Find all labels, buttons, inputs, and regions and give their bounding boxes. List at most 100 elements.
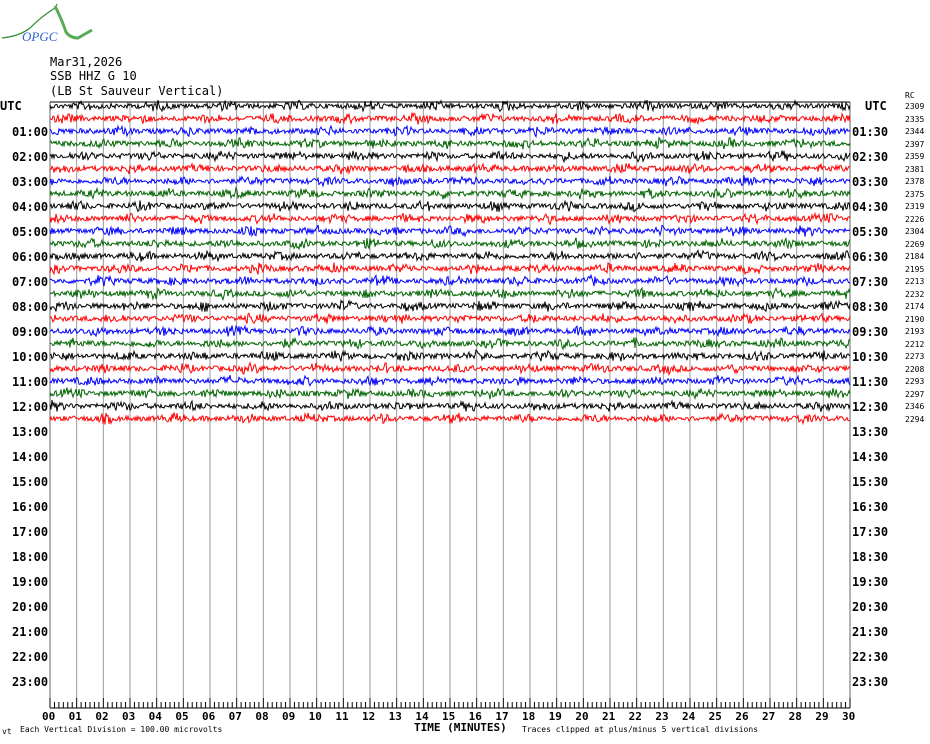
right-hour-label: 07:30 <box>852 275 889 289</box>
trace-value: 2184 <box>905 252 925 261</box>
x-tick-label: 14 <box>415 710 429 723</box>
x-tick-label: 09 <box>282 710 296 723</box>
scale-note: Each Vertical Division = 100.00 microvol… <box>20 725 223 734</box>
seismic-trace <box>49 249 851 263</box>
left-hour-label: 09:00 <box>12 325 49 339</box>
x-tick-label: 23 <box>655 710 669 723</box>
trace-value: 2269 <box>905 239 925 249</box>
left-hour-label: 16:00 <box>12 500 49 514</box>
trace-value: 2232 <box>905 289 925 299</box>
seismic-trace <box>49 411 851 426</box>
x-tick-label: 01 <box>68 710 82 723</box>
trace-value: 2304 <box>905 227 925 236</box>
seismic-trace <box>49 348 851 362</box>
seismic-trace <box>49 262 851 276</box>
left-hour-label: 17:00 <box>12 525 49 539</box>
right-hour-label: 06:30 <box>852 250 889 264</box>
left-hour-label: 13:00 <box>12 425 49 439</box>
svg-text:OPGC: OPGC <box>22 29 58 44</box>
right-hour-label: 19:30 <box>852 575 889 589</box>
clip-note: Traces clipped at plus/minus 5 vertical … <box>522 725 759 734</box>
x-tick-label: 25 <box>708 710 722 723</box>
right-hour-label: 08:30 <box>852 300 889 314</box>
right-hour-label: 14:30 <box>852 450 889 464</box>
x-tick-label: 00 <box>42 710 56 723</box>
seismic-trace <box>49 211 851 226</box>
x-tick-label: 15 <box>442 710 456 723</box>
x-tick-label: 18 <box>522 710 536 723</box>
seismic-trace <box>49 99 851 113</box>
x-tick-label: 29 <box>815 710 829 723</box>
seismic-trace <box>49 199 851 213</box>
x-tick-label: 11 <box>335 710 349 723</box>
trace-value: 2375 <box>905 189 925 199</box>
seismic-trace <box>49 336 851 351</box>
left-hour-label: 02:00 <box>12 150 49 164</box>
trace-value: 2346 <box>905 402 925 411</box>
seismic-trace <box>49 324 851 338</box>
right-hour-label: 23:30 <box>852 675 889 689</box>
seismic-trace <box>49 387 851 401</box>
trace-value: 2294 <box>905 414 925 424</box>
left-hour-label: 21:00 <box>12 625 49 639</box>
right-hour-label: 17:30 <box>852 525 889 539</box>
x-tick-label: 16 <box>468 710 482 723</box>
right-hour-label: 12:30 <box>852 400 889 414</box>
right-hour-label: 15:30 <box>852 475 889 489</box>
trace-value: 2381 <box>905 164 925 174</box>
right-hour-label: 04:30 <box>852 200 889 214</box>
trace-value: 2359 <box>905 152 925 161</box>
trace-value: 2397 <box>905 139 925 149</box>
trace-value: 2293 <box>905 377 925 386</box>
right-hour-label: 13:30 <box>852 425 889 439</box>
x-tick-label: 26 <box>735 710 749 723</box>
right-hour-label: 16:30 <box>852 500 889 514</box>
trace-value: 2297 <box>905 389 925 399</box>
left-hour-label: 20:00 <box>12 600 49 614</box>
left-hour-label: 01:00 <box>12 125 49 139</box>
seismic-trace <box>49 236 851 251</box>
left-hour-label: 18:00 <box>12 550 49 564</box>
trace-value: 2226 <box>905 214 925 224</box>
seismic-trace <box>49 374 851 387</box>
right-hour-label: 10:30 <box>852 350 889 364</box>
x-tick-label: 28 <box>788 710 802 723</box>
seismic-trace <box>49 150 851 164</box>
x-axis-title: TIME (MINUTES) <box>414 721 507 734</box>
left-hour-label: 15:00 <box>12 475 49 489</box>
station-label: SSB HHZ G 10 <box>50 69 137 83</box>
trace-value: 2195 <box>905 264 925 274</box>
right-utc-title: UTC <box>865 99 887 113</box>
right-hour-label: 21:30 <box>852 625 889 639</box>
corner-mark: vt <box>2 727 12 736</box>
x-tick-label: 05 <box>175 710 189 723</box>
left-hour-label: 05:00 <box>12 225 49 239</box>
location-label: (LB St Sauveur Vertical) <box>50 84 224 98</box>
x-tick-label: 27 <box>762 710 776 723</box>
x-tick-label: 07 <box>228 710 242 723</box>
left-hour-label: 19:00 <box>12 575 49 589</box>
seismic-trace <box>49 136 851 150</box>
x-tick-label: 21 <box>602 710 616 723</box>
trace-value: 2319 <box>905 202 925 211</box>
left-hour-label: 22:00 <box>12 650 49 664</box>
right-hour-label: 01:30 <box>852 125 889 139</box>
seismic-trace <box>49 124 851 139</box>
right-hour-label: 05:30 <box>852 225 889 239</box>
left-hour-label: 23:00 <box>12 675 49 689</box>
seismic-trace <box>49 224 851 238</box>
x-tick-label: 02 <box>95 710 109 723</box>
trace-value: 2208 <box>905 364 925 374</box>
seismic-trace <box>49 111 851 126</box>
x-tick-label: 04 <box>148 710 162 723</box>
x-tick-label: 22 <box>628 710 642 723</box>
left-hour-label: 03:00 <box>12 175 49 189</box>
seismic-trace <box>49 361 851 377</box>
x-tick-label: 24 <box>682 710 696 723</box>
date-label: Mar31,2026 <box>50 55 123 69</box>
trace-value: 2309 <box>905 102 925 111</box>
left-utc-title: UTC <box>0 99 22 113</box>
x-tick-label: 06 <box>202 710 216 723</box>
left-hour-label: 07:00 <box>12 275 49 289</box>
x-tick-label: 17 <box>495 710 509 723</box>
